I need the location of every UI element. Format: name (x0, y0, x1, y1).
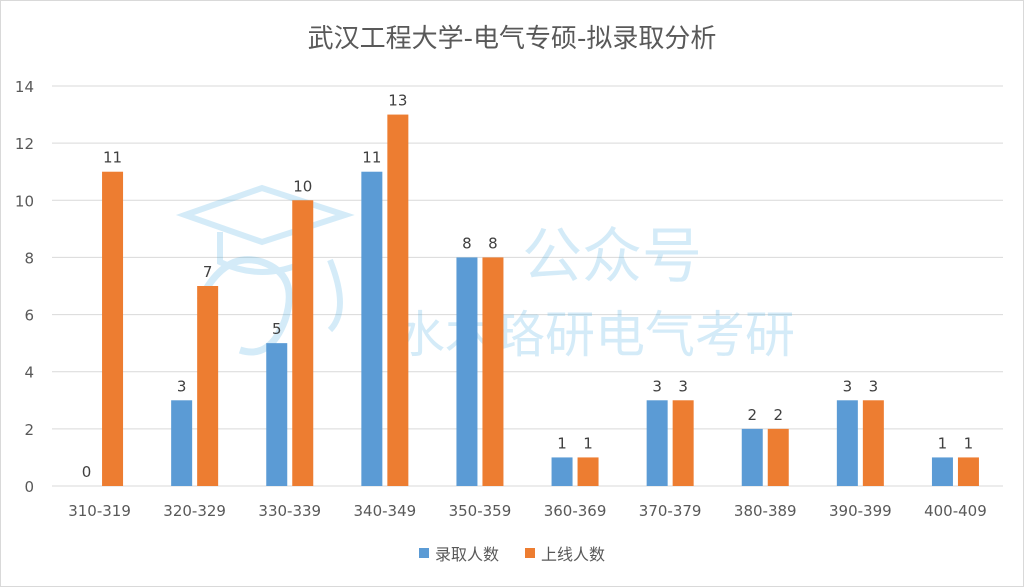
data-label: 3 (177, 377, 187, 395)
data-label: 5 (272, 320, 282, 338)
bar-series-2 (862, 400, 884, 486)
legend-item-series-1: 录取人数 (418, 541, 499, 565)
bar-series-1 (171, 400, 193, 486)
legend-label-series-1: 录取人数 (434, 545, 499, 564)
data-label: 1 (938, 434, 948, 452)
x-tick-label: 370-379 (639, 502, 702, 520)
data-label: 3 (678, 377, 688, 395)
data-label: 0 (82, 463, 92, 481)
data-label: 1 (964, 434, 974, 452)
legend-swatch-series-2 (525, 548, 535, 558)
data-label: 13 (388, 92, 407, 110)
bar-series-2 (672, 400, 694, 486)
data-label: 11 (362, 149, 381, 167)
x-tick-label: 380-389 (734, 502, 797, 520)
y-tick-label: 14 (15, 78, 34, 96)
y-tick-label: 10 (15, 192, 34, 210)
x-axis: 310-319 320-329 330-339 340-349 350-359 360-3… (68, 502, 987, 520)
y-tick-label: 4 (24, 364, 34, 382)
bar-series-1 (836, 400, 858, 486)
x-tick-label: 360-369 (544, 502, 607, 520)
legend-item-series-2: 上线人数 (525, 541, 605, 565)
bar-series-2 (767, 428, 789, 486)
bar-series-1 (361, 171, 383, 486)
y-tick-label: 0 (24, 478, 34, 496)
data-label: 7 (203, 263, 213, 281)
x-tick-label: 400-409 (924, 502, 987, 520)
data-label: 2 (773, 406, 783, 424)
bar-series-2 (387, 114, 409, 487)
chart-title: 武汉工程大学-电气专硕-拟录取分析 (307, 24, 717, 54)
x-tick-label: 340-349 (354, 502, 417, 520)
bar-series-2 (957, 457, 979, 486)
x-tick-label: 350-359 (449, 502, 512, 520)
x-tick-label: 330-339 (258, 502, 321, 520)
data-label: 3 (843, 377, 853, 395)
bars (102, 114, 979, 487)
x-tick-label: 320-329 (163, 502, 226, 520)
bar-series-2 (197, 286, 219, 486)
data-label: 3 (652, 377, 662, 395)
watermark-line-1: 公众号 (522, 222, 702, 292)
x-tick-label: 310-319 (68, 502, 131, 520)
y-axis: 0 2 4 6 8 10 12 14 (15, 78, 34, 496)
data-label: 3 (869, 377, 879, 395)
data-label: 8 (462, 234, 472, 252)
watermark-line-2: 水木珞研电气考研 (395, 306, 795, 364)
bar-series-1 (551, 457, 573, 486)
y-tick-label: 2 (24, 421, 34, 439)
legend-swatch-series-1 (418, 548, 429, 558)
data-label: 8 (488, 234, 498, 252)
data-label: 2 (747, 406, 757, 424)
bar-series-2 (482, 257, 504, 486)
legend: 录取人数 上线人数 (0, 541, 1024, 565)
y-tick-label: 6 (24, 307, 34, 325)
bar-series-1 (931, 457, 953, 486)
bar-series-2 (577, 457, 599, 486)
data-label: 11 (103, 149, 122, 167)
legend-label-series-2: 上线人数 (541, 545, 606, 564)
x-tick-label: 390-399 (829, 502, 892, 520)
bar-series-1 (266, 343, 288, 486)
y-tick-label: 8 (24, 249, 34, 267)
data-label: 1 (557, 434, 567, 452)
bar-series-1 (456, 257, 478, 486)
bar-series-2 (292, 200, 314, 487)
bar-series-2 (102, 171, 124, 486)
data-label: 1 (583, 434, 593, 452)
bar-series-1 (646, 400, 668, 486)
bar-series-1 (741, 428, 763, 486)
y-tick-label: 12 (15, 135, 34, 153)
data-label: 10 (293, 177, 312, 195)
